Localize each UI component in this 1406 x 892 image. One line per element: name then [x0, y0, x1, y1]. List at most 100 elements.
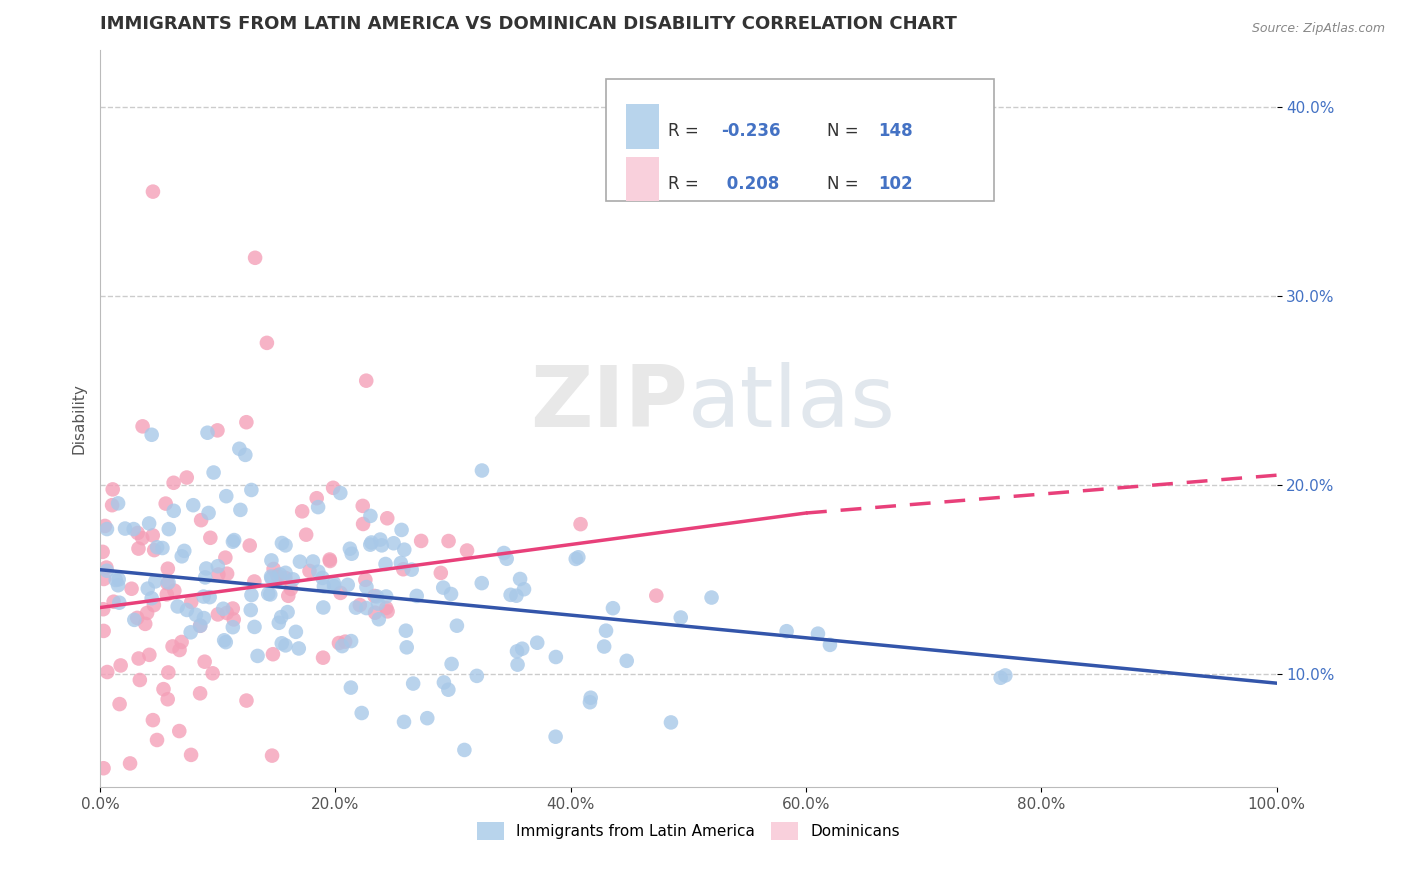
Point	[184, 607, 207, 622]
Legend: Immigrants from Latin America, Dominicans: Immigrants from Latin America, Dominican…	[471, 816, 905, 846]
Point	[256, 335, 278, 350]
Point	[669, 610, 692, 624]
Point	[274, 538, 297, 552]
Point	[375, 511, 398, 525]
Point	[645, 589, 668, 603]
Point	[103, 595, 125, 609]
Point	[311, 571, 333, 585]
Point	[114, 522, 136, 536]
Point	[260, 571, 283, 585]
Point	[322, 481, 344, 495]
Point	[207, 607, 229, 622]
Point	[336, 578, 359, 592]
Point	[377, 604, 399, 618]
Point	[366, 590, 388, 604]
Text: ZIP: ZIP	[530, 362, 689, 445]
Point	[142, 185, 165, 199]
Point	[127, 611, 149, 625]
Point	[157, 522, 180, 536]
Point	[430, 566, 453, 580]
Point	[368, 533, 391, 547]
Point	[138, 516, 160, 531]
Point	[141, 427, 163, 442]
Point	[260, 569, 283, 583]
Point	[281, 572, 304, 586]
Point	[188, 686, 211, 700]
Point	[152, 682, 174, 697]
Point	[595, 624, 617, 638]
Point	[207, 567, 229, 582]
Point	[312, 650, 335, 665]
Point	[307, 565, 329, 579]
Point	[453, 743, 475, 757]
Point	[416, 711, 439, 725]
Point	[94, 519, 117, 533]
Point	[323, 576, 346, 591]
Point	[354, 374, 377, 388]
Point	[319, 554, 342, 568]
Point	[446, 618, 468, 632]
Point	[235, 415, 257, 429]
Point	[506, 644, 529, 658]
Point	[505, 589, 527, 603]
Point	[188, 619, 211, 633]
Point	[432, 581, 454, 595]
Point	[513, 582, 536, 597]
Point	[280, 582, 302, 596]
Text: 102: 102	[877, 175, 912, 193]
Point	[215, 635, 238, 649]
Point	[198, 590, 221, 604]
Point	[401, 563, 423, 577]
Point	[96, 564, 118, 578]
Point	[143, 543, 166, 558]
Point	[339, 541, 361, 556]
Point	[128, 651, 150, 665]
Point	[194, 570, 217, 584]
Point	[156, 576, 179, 591]
Point	[509, 572, 531, 586]
Point	[193, 611, 215, 625]
Point	[240, 483, 263, 497]
Point	[567, 550, 589, 565]
Point	[506, 657, 529, 672]
Point	[233, 448, 256, 462]
Point	[222, 620, 245, 634]
Point	[405, 589, 427, 603]
Point	[176, 470, 198, 484]
Text: R =: R =	[668, 175, 704, 193]
Point	[101, 483, 124, 497]
Point	[180, 595, 202, 609]
Point	[433, 675, 456, 690]
Point	[363, 589, 385, 603]
Point	[207, 559, 229, 574]
Point	[340, 634, 363, 648]
Point	[312, 579, 335, 593]
Point	[243, 251, 266, 265]
Point	[180, 625, 202, 640]
Point	[360, 535, 382, 549]
Point	[91, 545, 114, 559]
Point	[228, 442, 250, 456]
Point	[152, 541, 174, 555]
Point	[526, 636, 548, 650]
Point	[176, 603, 198, 617]
Point	[319, 552, 342, 566]
Point	[411, 533, 433, 548]
Point	[93, 572, 115, 586]
Point	[93, 761, 115, 775]
Point	[323, 579, 346, 593]
Point	[298, 564, 321, 578]
Point	[260, 553, 283, 567]
Point	[440, 587, 463, 601]
Point	[990, 671, 1012, 685]
Text: atlas: atlas	[689, 362, 897, 445]
Point	[181, 498, 204, 512]
Text: Source: ZipAtlas.com: Source: ZipAtlas.com	[1251, 22, 1385, 36]
Point	[163, 583, 186, 598]
Point	[340, 681, 363, 695]
Point	[499, 588, 522, 602]
Point	[193, 590, 215, 604]
Point	[214, 550, 236, 565]
Point	[108, 596, 131, 610]
Point	[142, 713, 165, 727]
